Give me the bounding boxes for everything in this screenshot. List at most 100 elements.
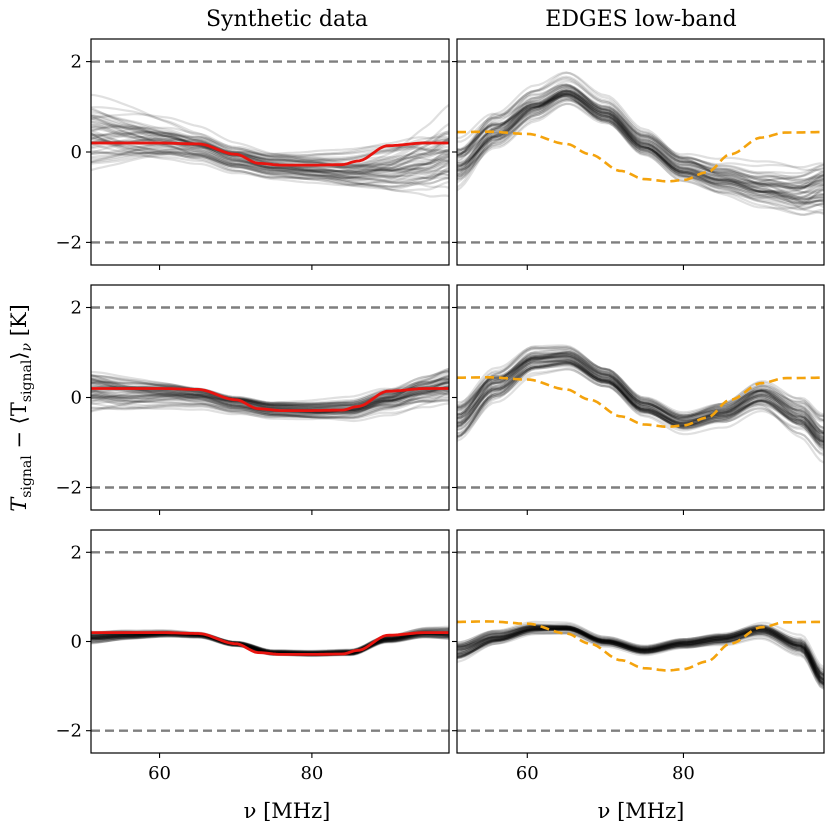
posterior-sample-curve (91, 150, 449, 185)
y-tick-label: −2 (55, 478, 82, 499)
posterior-sample-curve (457, 75, 824, 190)
posterior-sample-curve (91, 114, 449, 160)
posterior-sample-curve (91, 142, 449, 180)
posterior-sample-curve (457, 94, 824, 197)
posterior-sample-curve (457, 84, 824, 210)
posterior-sample-curve (457, 359, 824, 457)
panel-r1-c1: −2 0 2 (55, 38, 450, 270)
posterior-sample-curve (91, 132, 449, 170)
plot-area (457, 551, 824, 732)
posterior-sample-curve (457, 625, 824, 674)
posterior-sample-curve (91, 632, 449, 654)
y-label-T: T (7, 496, 31, 512)
posterior-sample-curve (91, 129, 449, 174)
y-axis-label: Tsignal − ⟨Tsignal⟩ν [K] (7, 304, 35, 512)
posterior-sample-curve (457, 354, 824, 441)
posterior-sample-curve (457, 95, 824, 188)
posterior-sample-curve (457, 355, 824, 450)
posterior-sample-curve (91, 118, 449, 175)
x-tick-label: 80 (672, 763, 695, 784)
posterior-sample-curve (457, 88, 824, 169)
posterior-sample-curve (91, 373, 449, 410)
posterior-sample-curve (91, 374, 449, 410)
posterior-sample-curve (457, 627, 824, 688)
posterior-sample-curve (91, 381, 449, 414)
posterior-sample-curve (457, 355, 824, 422)
posterior-sample-curve (457, 90, 824, 194)
posterior-sample-curve (91, 378, 449, 407)
posterior-sample-curve (457, 89, 824, 174)
posterior-sample-curve (457, 355, 824, 440)
posterior-sample-curve (457, 76, 824, 188)
posterior-sample-curve (457, 91, 824, 189)
y-label-sub3: ν (19, 342, 35, 351)
plot-area (91, 306, 449, 489)
posterior-sample-curve (91, 138, 449, 172)
posterior-sample-curve (91, 152, 449, 198)
posterior-sample-curve (91, 140, 449, 175)
posterior-sample-curve (457, 97, 824, 204)
posterior-sample-curve (91, 131, 449, 188)
posterior-sample-curve (457, 92, 824, 207)
plot-area (91, 551, 449, 732)
posterior-sample-curve (91, 113, 449, 168)
posterior-sample-curve (91, 367, 449, 417)
posterior-sample-curve (91, 375, 449, 412)
posterior-sample-curve (457, 362, 824, 441)
posterior-sample-curve (91, 631, 449, 653)
y-label-unit: [K] (7, 304, 31, 343)
posterior-sample-curve (91, 632, 449, 654)
posterior-sample-curve (91, 388, 449, 409)
posterior-sample-curve (91, 386, 449, 405)
posterior-sample-curve (91, 395, 449, 407)
posterior-sample-curve (457, 96, 824, 211)
posterior-sample-curve (457, 627, 824, 681)
posterior-sample-curve (91, 126, 449, 170)
posterior-sample-curve (457, 92, 824, 201)
posterior-sample-curve (91, 632, 449, 653)
posterior-sample-curve (457, 84, 824, 205)
x-axis-label-left: ν [MHz] (244, 799, 331, 823)
posterior-sample-curve (457, 345, 824, 421)
posterior-sample-curve (91, 386, 449, 414)
posterior-sample-curve (457, 363, 824, 443)
posterior-sample-curve (457, 86, 824, 181)
posterior-sample-curve (457, 627, 824, 687)
plot-area (457, 60, 824, 244)
posterior-sample-curve (91, 93, 449, 169)
posterior-sample-curve (91, 133, 449, 177)
posterior-sample-curve (91, 150, 449, 179)
posterior-sample-curve (457, 93, 824, 199)
posterior-sample-curve (457, 360, 824, 435)
posterior-sample-curve (91, 386, 449, 406)
posterior-sample-curve (457, 628, 824, 682)
posterior-sample-curve (457, 92, 824, 200)
title-edges-low-band: EDGES low-band (545, 7, 736, 32)
panel-r3-c1: −2 0 2 60 80 (55, 529, 450, 784)
posterior-sample-curve (91, 114, 449, 162)
posterior-sample-curve (457, 93, 824, 210)
posterior-sample-curve (457, 86, 824, 195)
posterior-sample-curve (457, 97, 824, 209)
posterior-sample-curve (457, 90, 824, 200)
posterior-sample-curve (91, 384, 449, 413)
true-signal-curve (91, 141, 449, 167)
posterior-sample-curve (91, 369, 449, 407)
posterior-sample-curve (457, 357, 824, 442)
posterior-sample-curve (91, 631, 449, 653)
posterior-sample-curve (91, 111, 449, 159)
posterior-sample-curve (91, 108, 449, 164)
posterior-sample-curve (91, 375, 449, 410)
panel-grid: −2 0 2 −2 0 2 −2 0 2 60 80 60 80 (55, 38, 825, 784)
posterior-sample-curve (457, 627, 824, 679)
posterior-sample-curve (457, 93, 824, 183)
posterior-sample-curve (91, 374, 449, 416)
posterior-sample-curve (457, 85, 824, 201)
posterior-sample-curve (457, 628, 824, 681)
posterior-sample-curve (91, 387, 449, 413)
posterior-sample-curve (457, 620, 824, 683)
posterior-sample-curve (91, 132, 449, 189)
posterior-sample-curve (457, 359, 824, 424)
y-label-sub2: signal (19, 359, 35, 402)
posterior-sample-curve (457, 363, 824, 447)
